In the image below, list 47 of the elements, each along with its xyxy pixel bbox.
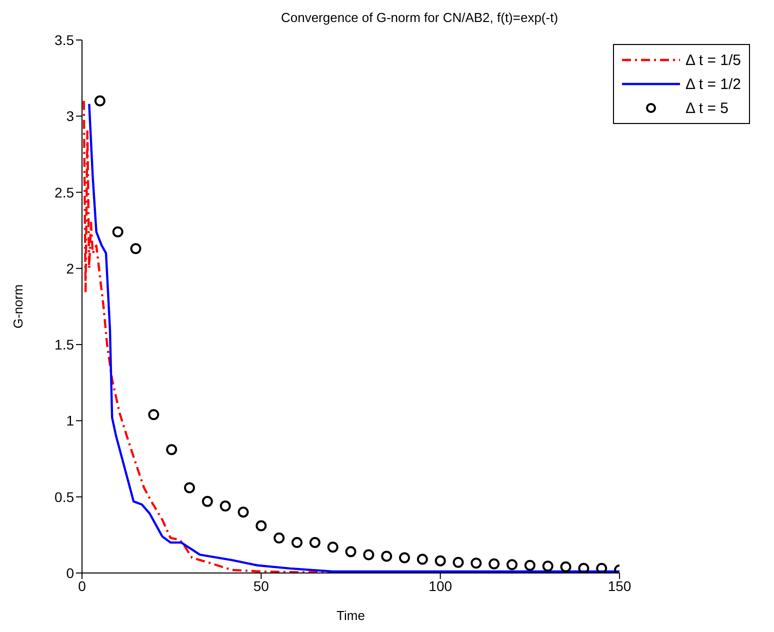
point (274, 532, 285, 544)
point (256, 520, 267, 532)
x-tick-label: 0 (78, 578, 86, 594)
point (148, 409, 160, 420)
point (488, 558, 500, 570)
y-tick-label: 1.5 (54, 336, 74, 353)
point (470, 558, 482, 569)
y-tick-label: 2.5 (54, 184, 74, 200)
point (542, 560, 554, 572)
y-tick-label: 3.5 (54, 32, 74, 48)
legend-label: Δ t = 5 (686, 100, 728, 116)
y-tick-label: 3 (66, 108, 74, 124)
point (130, 243, 142, 254)
point (596, 562, 608, 573)
legend-label: Δ t = 1/5 (686, 52, 741, 68)
point (202, 496, 213, 507)
x-tick-label: 150 (608, 578, 632, 594)
y-tick-label: 0.5 (54, 488, 74, 505)
point (166, 444, 178, 456)
point (524, 560, 536, 571)
y-axis-title: G-norm (10, 284, 26, 329)
x-tick-label: 100 (428, 578, 452, 594)
y-tick-label: 0 (66, 564, 74, 581)
point (416, 554, 428, 565)
point (292, 537, 303, 548)
y-tick-label: 1 (66, 412, 74, 429)
point (381, 550, 392, 562)
x-axis-title: Time (336, 608, 365, 623)
point (112, 226, 124, 238)
point (434, 555, 446, 566)
legend-label: Δ t = 1/2 (686, 76, 741, 92)
point (327, 542, 338, 553)
x-tick-label: 50 (253, 578, 270, 594)
point (345, 546, 356, 558)
point (184, 482, 196, 494)
y-tick-label: 2 (66, 260, 74, 276)
point (578, 562, 590, 573)
point (309, 537, 320, 548)
point (560, 561, 572, 572)
point (452, 556, 464, 568)
point (363, 549, 374, 560)
point (399, 552, 410, 564)
point (238, 506, 249, 518)
chart-title: Convergence of G-norm for CN/AB2, f(t)=exp(-t) (280, 10, 560, 25)
point (94, 95, 106, 106)
point (506, 559, 518, 570)
point (220, 500, 231, 512)
